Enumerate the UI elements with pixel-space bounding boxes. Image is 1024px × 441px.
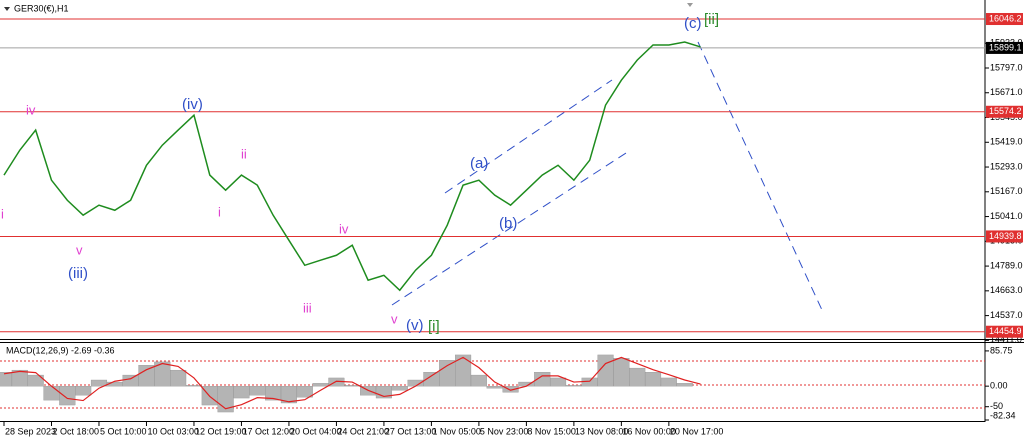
macd-bar: [660, 377, 677, 387]
y-tick-label: -50: [990, 401, 1003, 411]
wave-label: i: [218, 204, 221, 219]
x-tick-label: 5 Nov 23:00: [480, 426, 529, 436]
wave-label: (iii): [68, 265, 88, 282]
macd-bar: [375, 386, 392, 399]
macd-bar: [502, 386, 519, 393]
x-tick-label: 12 Oct 19:00: [195, 426, 247, 436]
wave-label: ii: [241, 146, 247, 161]
wave-label: (c): [684, 15, 702, 32]
y-tick-label: 15671.0: [990, 87, 1023, 97]
y-tick-label: 15167.0: [990, 186, 1023, 196]
macd-bar: [296, 386, 313, 398]
macd-bar: [233, 386, 250, 399]
x-tick-label: 8 Nov 15:00: [527, 426, 576, 436]
menu-triangle: [4, 7, 10, 11]
wave-label: (b): [499, 215, 517, 232]
channel-line: [391, 152, 627, 306]
x-tick-label: 1 Nov 05:00: [432, 426, 481, 436]
level-box: [986, 325, 1023, 338]
level-label: 14939.8: [989, 231, 1022, 241]
x-tick-label: 20 Oct 04:00: [290, 426, 342, 436]
y-tick-label: 14537.0: [990, 310, 1023, 320]
wave-label: (a): [470, 155, 488, 172]
macd-bar: [75, 386, 92, 396]
marker: [687, 3, 693, 7]
macd-bar: [391, 386, 408, 391]
level-box: [986, 13, 1023, 26]
macd-bar: [455, 354, 472, 387]
macd-bar: [185, 385, 203, 387]
wave-label: [ii]: [704, 11, 719, 28]
y-tick-label: -82.34: [990, 410, 1016, 420]
macd-bar: [644, 372, 662, 387]
level-box: [986, 230, 1023, 243]
x-tick-label: 20 Nov 17:00: [670, 426, 724, 436]
y-tick-label: 15293.0: [990, 161, 1023, 171]
macd-bar: [138, 365, 155, 387]
macd-bar: [0, 372, 13, 387]
x-tick-label: 16 Nov 00:00: [622, 426, 676, 436]
current-price-box: [986, 41, 1023, 54]
level-box: [986, 105, 1023, 118]
macd-bar: [170, 369, 187, 387]
macd-bar: [249, 386, 266, 396]
macd-bar: [439, 360, 456, 387]
wave-label: i: [1, 206, 4, 221]
level-label: 15574.2: [989, 106, 1022, 116]
macd-bar: [470, 374, 487, 387]
current-price-label: 15899.1: [989, 42, 1022, 52]
price-line: [3, 41, 701, 292]
projection-line: [697, 41, 823, 311]
y-tick-label: 14663.0: [990, 285, 1023, 295]
macd-bar: [550, 377, 567, 387]
x-tick-label: 24 Oct 21:00: [337, 426, 389, 436]
x-tick-label: 2 Oct 18:00: [52, 426, 99, 436]
y-tick-label: 14411.0: [990, 335, 1022, 345]
x-tick-label: 13 Nov 08:00: [575, 426, 629, 436]
wave-label: iv: [26, 102, 36, 117]
macd-bar: [676, 383, 693, 387]
y-tick-label: 85.75: [990, 345, 1013, 355]
y-tick-label: 14789.0: [990, 260, 1023, 270]
y-tick-label: 0.00: [990, 381, 1008, 391]
x-tick-label: 10 Oct 03:00: [147, 426, 199, 436]
macd-bar: [43, 386, 60, 401]
wave-label: [i]: [428, 318, 440, 335]
macd-bar: [613, 358, 630, 387]
level-label: 14454.9: [989, 326, 1022, 336]
macd-bar: [629, 367, 646, 387]
channel-line: [444, 79, 613, 194]
wave-label: iii: [303, 300, 312, 315]
y-tick-label: 15419.0: [990, 137, 1023, 147]
x-tick-label: 27 Oct 13:00: [385, 426, 437, 436]
wave-label: v: [391, 311, 398, 326]
x-tick-label: 5 Oct 10:00: [100, 426, 147, 436]
y-tick-label: 15797.0: [990, 62, 1023, 72]
macd-bar: [27, 374, 44, 387]
chart-title: GER30(€),H1: [14, 3, 69, 13]
y-tick-label: 15041.0: [990, 211, 1023, 221]
wave-label: iv: [339, 221, 349, 236]
macd-title: MACD(12,26,9) -2.69 -0.36: [6, 345, 115, 355]
x-tick-label: 17 Oct 12:00: [242, 426, 294, 436]
level-label: 16046.2: [989, 13, 1022, 23]
macd-bar: [565, 385, 582, 387]
macd-bar: [59, 386, 76, 406]
macd-bar: [122, 374, 139, 387]
wave-label: (iv): [182, 96, 203, 113]
macd-bar: [312, 383, 329, 387]
wave-label: v: [76, 242, 83, 257]
wave-label: (v): [406, 317, 424, 334]
signal-line: [3, 356, 701, 410]
x-tick-label: 28 Sep 2023: [5, 426, 56, 436]
macd-bar: [486, 386, 503, 389]
